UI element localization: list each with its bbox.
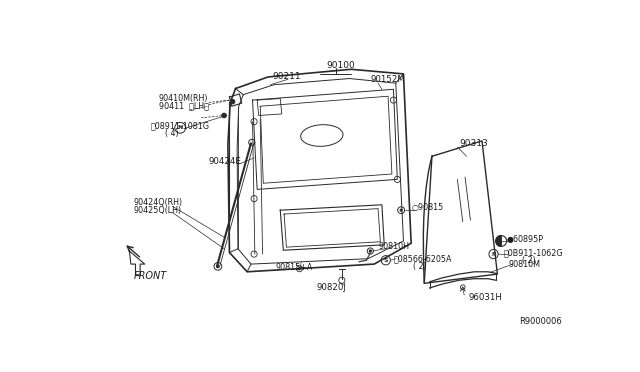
Text: Ⓝ08566-6205A: Ⓝ08566-6205A xyxy=(394,254,452,263)
Wedge shape xyxy=(496,235,501,246)
Text: S: S xyxy=(383,258,388,263)
Circle shape xyxy=(400,209,403,211)
Text: N: N xyxy=(177,125,183,130)
Text: ○90815: ○90815 xyxy=(411,203,444,212)
Text: ⓝ08911-1081G: ⓝ08911-1081G xyxy=(151,121,210,130)
Text: ( 2): ( 2) xyxy=(413,262,426,271)
Circle shape xyxy=(369,250,371,252)
Text: R9000006: R9000006 xyxy=(519,317,562,326)
Text: 90820J: 90820J xyxy=(316,283,346,292)
Text: ⓝ0B911-1062G: ⓝ0B911-1062G xyxy=(504,248,563,257)
Circle shape xyxy=(221,113,227,118)
Text: 90810M: 90810M xyxy=(509,260,541,269)
Text: 90411  〈LH〉: 90411 〈LH〉 xyxy=(159,102,209,111)
Text: 90815+A: 90815+A xyxy=(276,263,313,272)
Text: 90313: 90313 xyxy=(459,139,488,148)
Circle shape xyxy=(298,267,301,270)
Text: FRONT: FRONT xyxy=(134,271,167,280)
Text: ●60895P: ●60895P xyxy=(507,235,543,244)
Circle shape xyxy=(230,99,235,104)
Text: 90424E: 90424E xyxy=(209,157,241,166)
Text: 90211: 90211 xyxy=(273,73,301,81)
Text: 90810H: 90810H xyxy=(378,242,409,251)
Text: 90100: 90100 xyxy=(326,61,355,70)
Text: N: N xyxy=(492,251,496,257)
Circle shape xyxy=(216,265,220,268)
Text: ( 4): ( 4) xyxy=(164,129,179,138)
Text: 90152M: 90152M xyxy=(371,75,405,84)
Text: 90424Q(RH): 90424Q(RH) xyxy=(134,198,183,207)
Text: 90425Q(LH): 90425Q(LH) xyxy=(134,206,182,215)
Text: 90410M(RH): 90410M(RH) xyxy=(159,94,208,103)
Text: 96031H: 96031H xyxy=(469,293,503,302)
Text: ( 2): ( 2) xyxy=(522,256,536,265)
